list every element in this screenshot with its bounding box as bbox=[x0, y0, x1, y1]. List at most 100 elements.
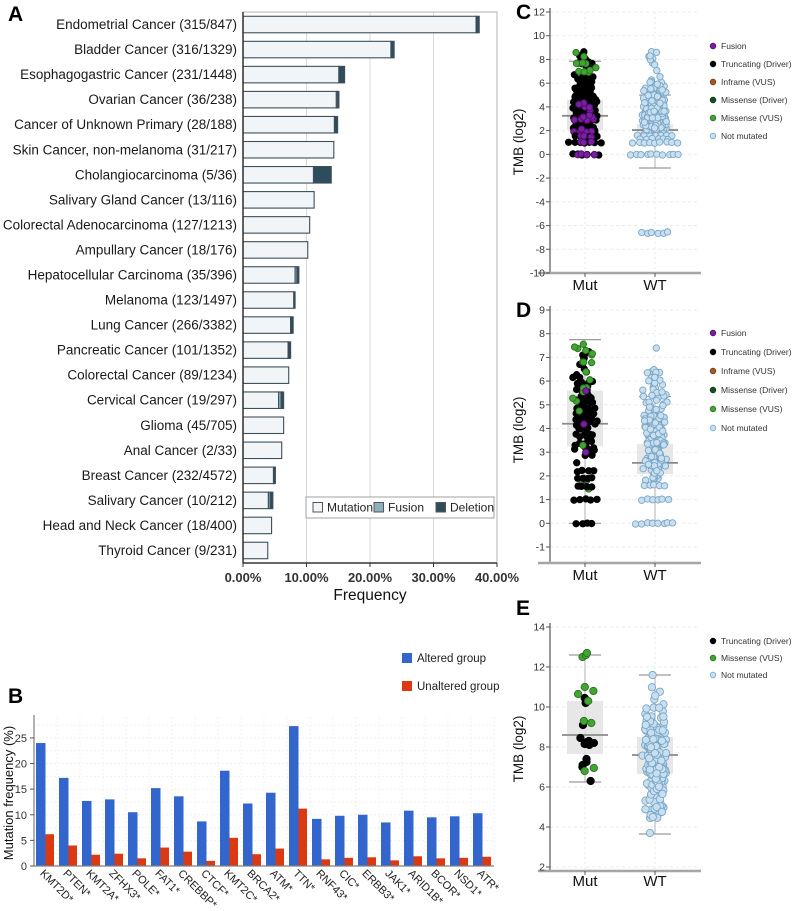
data-point-not_mutated bbox=[656, 73, 664, 81]
data-point-not_mutated bbox=[661, 462, 670, 470]
data-point-fusion bbox=[575, 100, 583, 109]
y-tick-label: -8 bbox=[536, 244, 545, 256]
bar-row bbox=[242, 516, 273, 535]
legend-dot bbox=[709, 60, 717, 68]
bar-unaltered bbox=[183, 851, 192, 866]
bar-row bbox=[242, 441, 283, 460]
data-point-not_mutated bbox=[647, 683, 657, 692]
data-point-truncating_driver bbox=[588, 417, 596, 426]
data-point-fusion bbox=[582, 448, 590, 456]
data-point-not_mutated bbox=[652, 769, 661, 778]
data-point-not_mutated bbox=[639, 392, 648, 401]
bar-row bbox=[242, 191, 315, 209]
y-tick-label: 6 bbox=[539, 78, 545, 90]
legend-label: Missense (Driver) bbox=[721, 95, 788, 105]
data-point-truncating_driver bbox=[570, 496, 578, 504]
legend-label: Inframe (VUS) bbox=[721, 366, 775, 376]
bar-segment-mutation bbox=[242, 191, 315, 209]
data-point-truncating_driver bbox=[588, 474, 596, 482]
x-tick-label: 0.00% bbox=[225, 570, 262, 585]
legend: Truncating (Driver) Missense (VUS) Not mut… bbox=[709, 636, 792, 680]
data-point-not_mutated bbox=[660, 441, 668, 449]
data-point-not_mutated bbox=[654, 703, 664, 712]
panel-d-chart: 9 8 7 6 5 4 3 2 1 0 -1 Mut WT TMB (log2) Fusion Truncat… bbox=[511, 305, 792, 585]
legend-label: Fusion bbox=[388, 501, 424, 515]
bar-segment-deletion bbox=[280, 391, 285, 410]
y-tick-label: -2 bbox=[536, 173, 545, 185]
legend-label: Fusion bbox=[721, 41, 747, 51]
data-point-truncating_driver bbox=[590, 467, 598, 475]
bar-altered bbox=[105, 799, 115, 866]
data-point-not_mutated bbox=[643, 369, 651, 377]
bar-unaltered bbox=[436, 858, 445, 866]
y-axis-title: TMB (log2) bbox=[511, 397, 526, 464]
data-point-truncating_driver bbox=[574, 91, 583, 99]
bar-segment-mutation bbox=[242, 90, 337, 109]
data-point-not_mutated bbox=[657, 411, 665, 420]
data-point-not_mutated bbox=[648, 114, 657, 122]
data-point-missense_vus bbox=[570, 343, 579, 351]
legend-dot bbox=[709, 424, 717, 432]
data-point-truncating_driver bbox=[569, 373, 577, 382]
y-axis-title: TMB (log2) bbox=[511, 109, 526, 176]
legend-label: Truncating (Driver) bbox=[721, 347, 792, 357]
bar-segment-deletion bbox=[293, 291, 296, 309]
group-wt bbox=[632, 670, 678, 838]
y-tick-label: 8 bbox=[539, 54, 545, 66]
data-point-not_mutated bbox=[660, 107, 668, 115]
data-point-missense_vus bbox=[589, 763, 598, 773]
category-label: Lung Cancer (266/3382) bbox=[91, 318, 237, 333]
data-point-fusion bbox=[583, 151, 591, 159]
bar-segment-mutation bbox=[242, 366, 290, 384]
legend: Mutation Fusion Deletion bbox=[305, 496, 495, 519]
data-point-missense_vus bbox=[579, 340, 587, 348]
category-label: Anal Cancer (2/33) bbox=[124, 443, 237, 458]
data-point-missense_vus bbox=[573, 689, 583, 699]
panel-e-chart: 14 12 10 8 6 4 2 Mut WT TMB (log2) Truncating (Dri… bbox=[511, 622, 792, 891]
data-point-not_mutated bbox=[662, 117, 670, 126]
y-tick-label: 2 bbox=[539, 862, 545, 874]
category-label: Endometrial Cancer (315/847) bbox=[56, 17, 237, 32]
legend: Fusion Truncating (Driver) Inframe (VUS) Mi… bbox=[709, 328, 792, 433]
data-point-not_mutated bbox=[644, 91, 652, 100]
data-point-not_mutated bbox=[642, 712, 652, 722]
y-tick-label: 12 bbox=[533, 662, 545, 674]
data-point-not_mutated bbox=[645, 828, 655, 838]
data-point-fusion bbox=[590, 151, 599, 159]
bar-altered bbox=[82, 800, 92, 866]
data-point-not_mutated bbox=[648, 97, 656, 105]
category-label: Colorectal Cancer (89/1234) bbox=[67, 368, 237, 383]
bar-row bbox=[242, 65, 346, 84]
bar-segment-mutation bbox=[242, 140, 335, 159]
y-tick-label: 8 bbox=[539, 742, 545, 754]
data-point-not_mutated bbox=[660, 482, 669, 490]
bar-row bbox=[242, 491, 274, 510]
bar-segment-mutation bbox=[242, 391, 280, 410]
data-point-missense_vus bbox=[575, 407, 583, 415]
data-point-not_mutated bbox=[653, 467, 661, 475]
data-point-missense_vus bbox=[586, 376, 594, 384]
y-tick-label: -4 bbox=[536, 196, 545, 208]
bar-altered bbox=[381, 822, 391, 866]
legend-swatch bbox=[373, 502, 384, 513]
data-point-truncating_driver bbox=[573, 379, 582, 388]
legend: Fusion Truncating (Driver) Inframe (VUS) Mi… bbox=[709, 41, 792, 141]
legend-label: Not mutated bbox=[721, 131, 768, 141]
data-point-truncating_driver bbox=[597, 139, 605, 147]
bar-unaltered bbox=[367, 857, 376, 866]
data-point-not_mutated bbox=[659, 427, 667, 435]
x-tick-label: Mut bbox=[572, 873, 598, 890]
bar-row bbox=[242, 366, 290, 384]
bar-row bbox=[242, 115, 339, 134]
bar-segment-mutation bbox=[242, 416, 285, 435]
data-point-not_mutated bbox=[645, 377, 653, 385]
data-point-not_mutated bbox=[641, 805, 650, 814]
legend-dot bbox=[709, 329, 717, 337]
data-point-not_mutated bbox=[664, 495, 673, 504]
category-label: Esophagogastric Cancer (231/1448) bbox=[20, 67, 237, 82]
bar-altered bbox=[243, 803, 253, 866]
data-point-not_mutated bbox=[640, 417, 649, 425]
legend-dot bbox=[709, 405, 717, 413]
data-point-fusion bbox=[587, 138, 595, 146]
data-point-not_mutated bbox=[651, 419, 660, 427]
